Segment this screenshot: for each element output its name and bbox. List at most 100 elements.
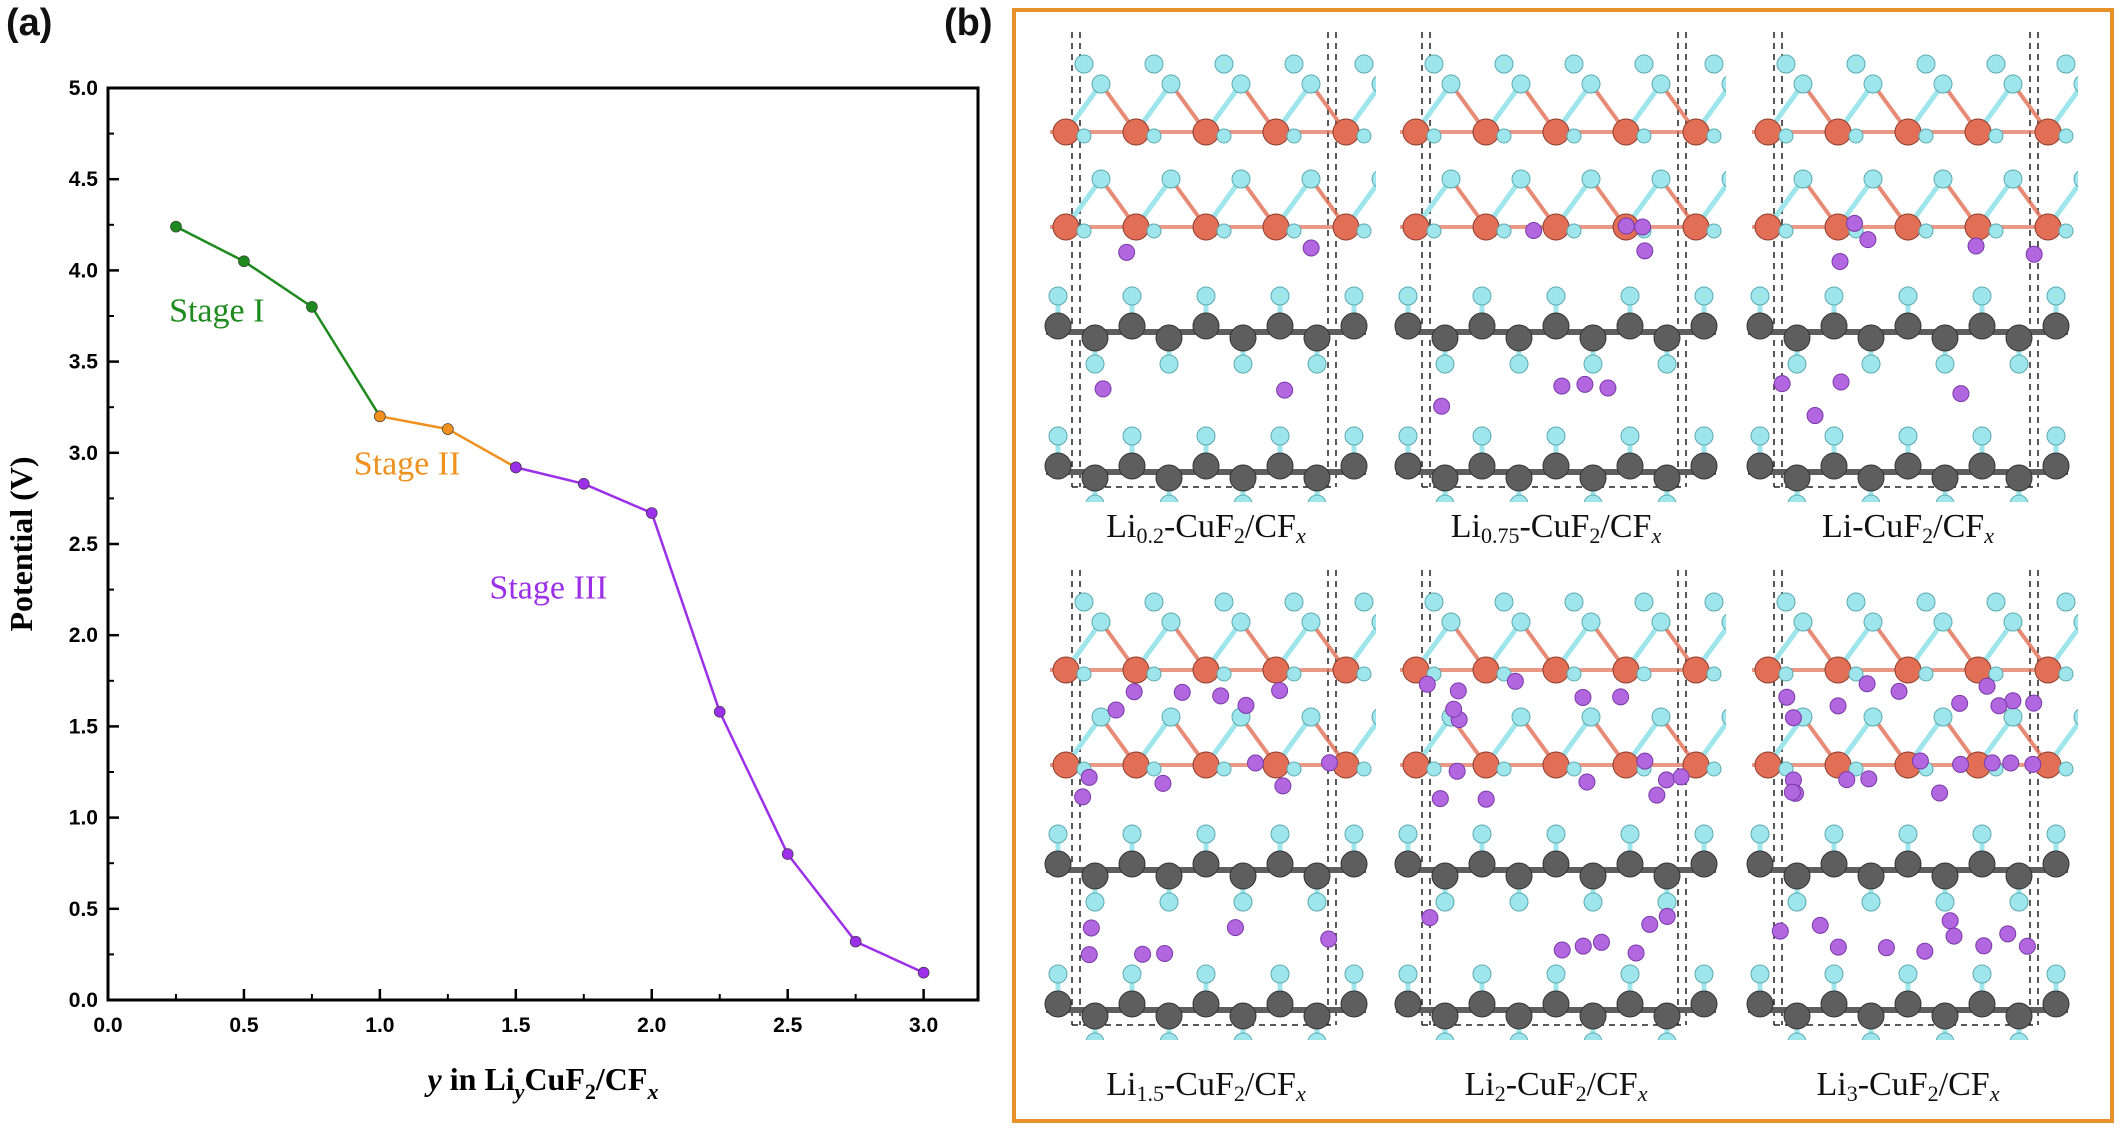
fluorine-atom	[1986, 592, 2006, 612]
lithium-atom	[1911, 752, 1929, 770]
fluorine-atom	[1424, 592, 1444, 612]
y-tick-label: 4.5	[69, 168, 99, 191]
label-it: x	[1295, 1081, 1306, 1106]
lithium-atom	[1612, 688, 1630, 706]
y-tick-label: 3.5	[69, 351, 99, 374]
lithium-atom	[1226, 919, 1244, 937]
lithium-atom	[1990, 697, 2008, 715]
y-tick-label: 2.5	[69, 533, 99, 556]
lithium-atom	[2025, 694, 2043, 712]
label-main: Li	[1450, 508, 1481, 545]
structure-model	[1746, 32, 2078, 502]
label-sub2: 2	[1922, 523, 1934, 548]
lithium-atom	[1082, 919, 1100, 937]
y-tick-label: 3.0	[69, 442, 98, 465]
label-sub: 0.75	[1480, 523, 1520, 548]
lithium-atom	[1952, 385, 1970, 403]
lithium-atom	[2025, 245, 2043, 263]
cuf2-slab	[1752, 54, 2078, 241]
fluorine-atom	[2056, 54, 2076, 74]
fluorine-atom	[1846, 54, 1866, 74]
lithium-atom	[1574, 688, 1592, 706]
lithium-atom	[1952, 755, 1970, 773]
cuf2-slab	[1050, 54, 1376, 241]
lithium-atom	[1846, 214, 1864, 232]
cfx-layer	[1044, 824, 1368, 912]
fluorine-atom	[1564, 592, 1584, 612]
lithium-atom	[1811, 916, 1829, 934]
data-point	[238, 255, 250, 268]
label-sub: 2	[1494, 1081, 1506, 1106]
cfx-layer	[1746, 824, 2070, 912]
y-tick-label: 0.5	[69, 898, 99, 921]
lithium-atom	[1125, 683, 1143, 701]
series-3: Stage III	[489, 461, 930, 979]
lithium-atom	[1477, 790, 1495, 808]
fluorine-atom	[1634, 592, 1654, 612]
y-axis-label: Potential (V)	[3, 456, 39, 631]
label-it: x	[1637, 1081, 1648, 1106]
structure-model	[1394, 570, 1726, 1040]
structure-cell: Li0.2-CuF2/CFx	[1036, 22, 1376, 552]
label-sub: 1.5	[1136, 1081, 1164, 1106]
lithium-atom	[1941, 912, 1959, 930]
lithium-atom	[1657, 771, 1675, 789]
lithium-atom	[1599, 379, 1617, 397]
data-point	[781, 848, 794, 860]
cuf2-slab	[1752, 592, 2078, 779]
label-sub: 0.2	[1136, 523, 1164, 548]
lithium-atom	[1271, 681, 1289, 699]
label-sub2: 2	[1575, 1081, 1587, 1106]
lithium-atom	[1576, 375, 1594, 393]
lithium-atom	[1890, 682, 1908, 700]
label-it: x	[1651, 523, 1662, 548]
fluorine-atom	[1284, 54, 1304, 74]
series-line	[175, 225, 381, 417]
lithium-atom	[1648, 786, 1666, 804]
lithium-atom	[1658, 907, 1676, 925]
fluorine-atom	[1776, 592, 1796, 612]
lithium-atom	[1118, 243, 1136, 261]
label-rest2: /CF	[1600, 508, 1652, 545]
data-point	[374, 410, 386, 423]
lithium-atom	[1672, 768, 1690, 786]
cfx-layer	[1044, 964, 1368, 1040]
fluorine-atom	[1074, 54, 1094, 74]
lithium-atom	[1431, 790, 1449, 808]
x-tick-label: 2.0	[637, 1014, 666, 1037]
label-it: x	[1295, 523, 1306, 548]
label-rest: -CuF	[1852, 508, 1923, 545]
lithium-atom	[1978, 677, 1996, 695]
chart-axes: 0.0 0.5 1.0 1.5 2.0 2.5 3.0 0.0 0.5 1.0 1.5 2.0 2.5 3…	[3, 77, 980, 1104]
plot-frame	[106, 86, 980, 1002]
label-main: Li	[1106, 508, 1137, 545]
structure-cell: Li-CuF2/CFx	[1738, 22, 2078, 552]
fluorine-atom	[1564, 54, 1584, 74]
structures-panel: Li0.2-CuF2/CFx Li0.75-CuF2/CFx Li-CuF2/CFx…	[1012, 8, 2114, 1123]
lithium-atom	[1156, 945, 1174, 963]
x-tick-label: 3.0	[909, 1014, 938, 1037]
label-main: Li	[1464, 1066, 1495, 1103]
label-rest: -CuF	[1505, 1066, 1576, 1103]
fluorine-atom	[1704, 54, 1724, 74]
x-tick-label: 1.0	[365, 1014, 394, 1037]
label-rest: -CuF	[1857, 1066, 1928, 1103]
stage-label: Stage II	[354, 446, 461, 483]
stage-label: Stage I	[169, 292, 264, 329]
lithium-atom	[1636, 242, 1654, 260]
cfx-layer	[1044, 286, 1368, 374]
lithium-atom	[1574, 937, 1592, 955]
fluorine-atom	[1916, 592, 1936, 612]
label-rest2: /CF	[1933, 508, 1985, 545]
panel-a-tag: (a)	[6, 2, 53, 44]
lithium-atom	[1134, 945, 1152, 963]
label-sub2: 2	[1589, 523, 1601, 548]
structure-label: Li1.5-CuF2/CFx	[1036, 1066, 1376, 1107]
label-rest2: /CF	[1586, 1066, 1638, 1103]
series-1: Stage I	[169, 220, 386, 423]
lithium-atom	[1080, 768, 1098, 786]
lithium-atom	[1553, 941, 1571, 959]
cfx-layer	[1394, 426, 1718, 502]
structure-cell: Li2-CuF2/CFx	[1386, 560, 1726, 1106]
cfx-layer	[1746, 964, 2070, 1040]
